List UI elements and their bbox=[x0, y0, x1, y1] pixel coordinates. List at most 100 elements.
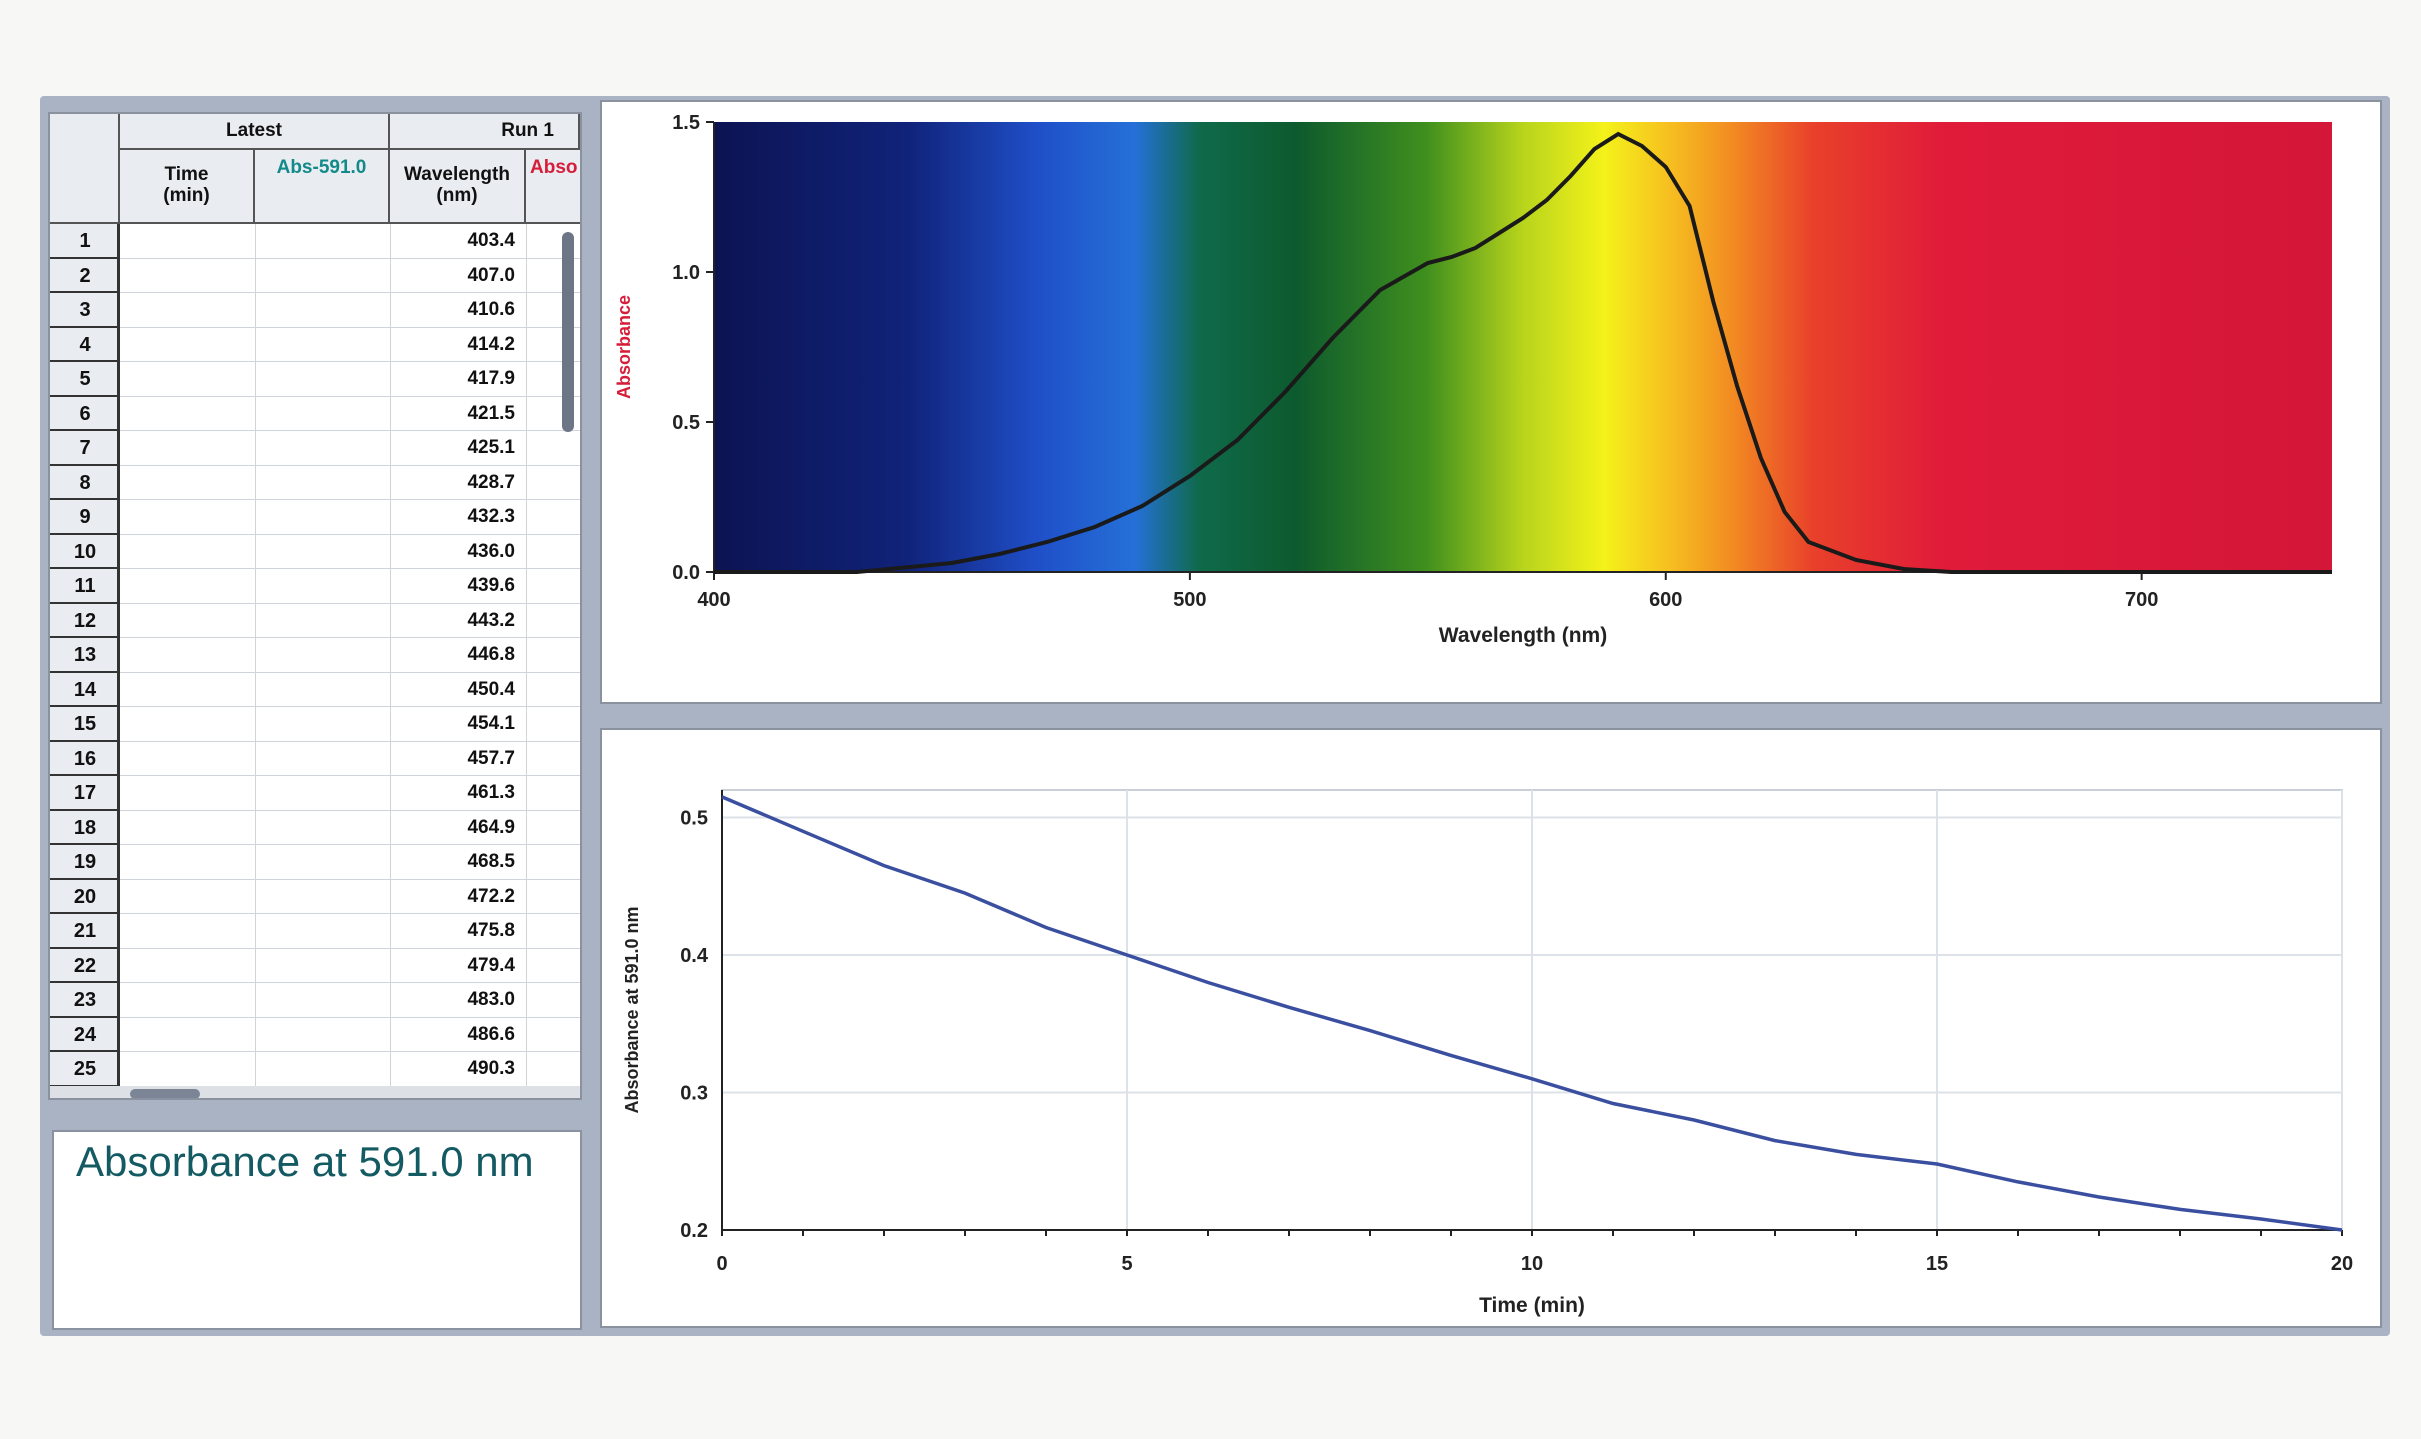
wavelength-cell[interactable]: 421.5 bbox=[467, 402, 515, 424]
row-number: 17 bbox=[50, 776, 120, 811]
table-row[interactable]: 11 439.6 bbox=[50, 569, 580, 604]
wavelength-cell[interactable]: 425.1 bbox=[467, 437, 515, 458]
wavelength-cell[interactable]: 446.8 bbox=[467, 644, 515, 665]
wavelength-cell[interactable]: 450.4 bbox=[467, 678, 515, 700]
table-row[interactable]: 5 417.9 bbox=[50, 362, 580, 397]
row-number: 10 bbox=[50, 535, 120, 569]
table-row[interactable]: 3 410.6 bbox=[50, 293, 580, 328]
table-row[interactable]: 20 472.2 bbox=[50, 880, 580, 914]
wavelength-cell[interactable]: 472.2 bbox=[467, 885, 515, 907]
row-number: 25 bbox=[50, 1052, 120, 1087]
kinetics-y-tick-label: 0.2 bbox=[680, 1220, 708, 1242]
wavelength-cell[interactable]: 475.8 bbox=[467, 920, 515, 941]
horizontal-scrollbar[interactable] bbox=[130, 1089, 200, 1098]
spectrum-x-tick-label: 700 bbox=[2125, 589, 2158, 611]
wavelength-cell[interactable]: 414.2 bbox=[467, 333, 515, 355]
kinetics-y-tick-label: 0.5 bbox=[680, 808, 708, 830]
column-header-time[interactable]: Time (min) bbox=[120, 150, 255, 224]
kinetics-graph-panel[interactable]: 0 5 10 15 20 0.2 0.3 0.4 0.5 Time (min) Absorban… bbox=[600, 728, 2382, 1328]
row-number: 2 bbox=[50, 259, 120, 293]
spectrum-x-tick-label: 500 bbox=[1173, 589, 1206, 611]
table-row[interactable]: 7 425.1 bbox=[50, 431, 580, 466]
wavelength-cell[interactable]: 479.4 bbox=[467, 954, 515, 976]
row-number: 4 bbox=[50, 328, 120, 362]
table-row[interactable]: 16 457.7 bbox=[50, 742, 580, 776]
table-row[interactable]: 17 461.3 bbox=[50, 776, 580, 811]
wavelength-cell[interactable]: 432.3 bbox=[467, 506, 515, 527]
wavelength-cell[interactable]: 439.6 bbox=[467, 575, 515, 596]
kinetics-y-axis-label: Absorbance at 591.0 nm bbox=[622, 906, 642, 1113]
group-header-run: Run 1 bbox=[390, 114, 580, 150]
table-row[interactable]: 18 464.9 bbox=[50, 811, 580, 845]
row-header-column bbox=[50, 224, 120, 1086]
row-number: 5 bbox=[50, 362, 120, 397]
column-header-abs591[interactable]: Abs-591.0 bbox=[255, 150, 390, 224]
wavelength-cell[interactable]: 483.0 bbox=[467, 989, 515, 1010]
wavelength-cell[interactable]: 461.3 bbox=[467, 782, 515, 803]
table-row[interactable]: 21 475.8 bbox=[50, 914, 580, 949]
table-row[interactable]: 9 432.3 bbox=[50, 500, 580, 535]
kinetics-y-tick-label: 0.4 bbox=[680, 945, 709, 967]
kinetics-x-axis-label: Time (min) bbox=[1479, 1294, 1585, 1317]
wavelength-cell[interactable]: 436.0 bbox=[467, 540, 515, 562]
meter-panel[interactable]: Absorbance at 591.0 nm bbox=[52, 1130, 582, 1330]
column-header-wavelength-label: Wavelength bbox=[404, 164, 510, 186]
row-number: 6 bbox=[50, 397, 120, 431]
table-row[interactable]: 12 443.2 bbox=[50, 604, 580, 638]
column-header-time-label: Time bbox=[164, 164, 209, 186]
row-number: 13 bbox=[50, 638, 120, 673]
wavelength-cell[interactable]: 403.4 bbox=[467, 230, 515, 251]
table-row[interactable]: 25 490.3 bbox=[50, 1052, 580, 1087]
table-row[interactable]: 24 486.6 bbox=[50, 1018, 580, 1052]
row-number: 9 bbox=[50, 500, 120, 535]
wavelength-cell[interactable]: 417.9 bbox=[467, 368, 515, 389]
column-header-absorbance[interactable]: Abso bbox=[526, 150, 580, 224]
kinetics-x-tick-label: 0 bbox=[716, 1253, 727, 1275]
spectrum-chart[interactable]: 400 500 600 700 0.0 0.5 1.0 1.5 Wavelength (nm)… bbox=[602, 102, 2380, 702]
table-row[interactable]: 10 436.0 bbox=[50, 535, 580, 569]
wavelength-cell[interactable]: 468.5 bbox=[467, 851, 515, 872]
vertical-scrollbar[interactable] bbox=[562, 232, 574, 432]
row-number: 11 bbox=[50, 569, 120, 604]
data-table[interactable]: Latest Run 1 Time (min) Abs-591.0 Wavele… bbox=[48, 112, 582, 1100]
row-number: 15 bbox=[50, 707, 120, 742]
table-row[interactable]: 22 479.4 bbox=[50, 949, 580, 983]
spectrum-x-tick-label: 600 bbox=[1649, 589, 1682, 611]
wavelength-cell[interactable]: 464.9 bbox=[467, 816, 515, 838]
row-number: 20 bbox=[50, 880, 120, 914]
wavelength-cell[interactable]: 443.2 bbox=[467, 609, 515, 631]
table-row[interactable]: 1 403.4 bbox=[50, 224, 580, 259]
wavelength-cell[interactable]: 454.1 bbox=[467, 713, 515, 734]
row-number: 24 bbox=[50, 1018, 120, 1052]
table-row[interactable]: 6 421.5 bbox=[50, 397, 580, 431]
kinetics-x-tick-label: 15 bbox=[1926, 1253, 1948, 1275]
wavelength-cell[interactable]: 490.3 bbox=[467, 1058, 515, 1079]
wavelength-cell[interactable]: 486.6 bbox=[467, 1023, 515, 1045]
spectrum-y-tick-label: 1.0 bbox=[672, 262, 700, 284]
table-row[interactable]: 15 454.1 bbox=[50, 707, 580, 742]
table-row[interactable]: 23 483.0 bbox=[50, 983, 580, 1018]
table-row[interactable]: 4 414.2 bbox=[50, 328, 580, 362]
column-header-time-unit: (min) bbox=[163, 185, 210, 206]
wavelength-cell[interactable]: 457.7 bbox=[467, 747, 515, 769]
wavelength-cell[interactable]: 428.7 bbox=[467, 471, 515, 493]
column-divider bbox=[390, 224, 391, 1086]
column-header-wavelength[interactable]: Wavelength (nm) bbox=[390, 150, 526, 224]
spectrum-graph-panel[interactable]: 400 500 600 700 0.0 0.5 1.0 1.5 Wavelength (nm)… bbox=[600, 100, 2382, 704]
spectrum-x-tick-label: 400 bbox=[697, 589, 730, 611]
wavelength-cell[interactable]: 410.6 bbox=[467, 299, 515, 320]
row-number: 18 bbox=[50, 811, 120, 845]
kinetics-x-tick-label: 20 bbox=[2331, 1253, 2353, 1275]
spectrum-background bbox=[714, 122, 2332, 572]
kinetics-series-line bbox=[721, 795, 2343, 1232]
table-row[interactable]: 2 407.0 bbox=[50, 259, 580, 293]
column-divider bbox=[526, 224, 527, 1086]
table-row[interactable]: 13 446.8 bbox=[50, 638, 580, 673]
kinetics-chart[interactable]: 0 5 10 15 20 0.2 0.3 0.4 0.5 Time (min) Absorban… bbox=[602, 730, 2380, 1326]
wavelength-cell[interactable]: 407.0 bbox=[467, 264, 515, 286]
table-row[interactable]: 19 468.5 bbox=[50, 845, 580, 880]
row-number: 19 bbox=[50, 845, 120, 880]
row-number: 14 bbox=[50, 673, 120, 707]
table-row[interactable]: 8 428.7 bbox=[50, 466, 580, 500]
table-row[interactable]: 14 450.4 bbox=[50, 673, 580, 707]
